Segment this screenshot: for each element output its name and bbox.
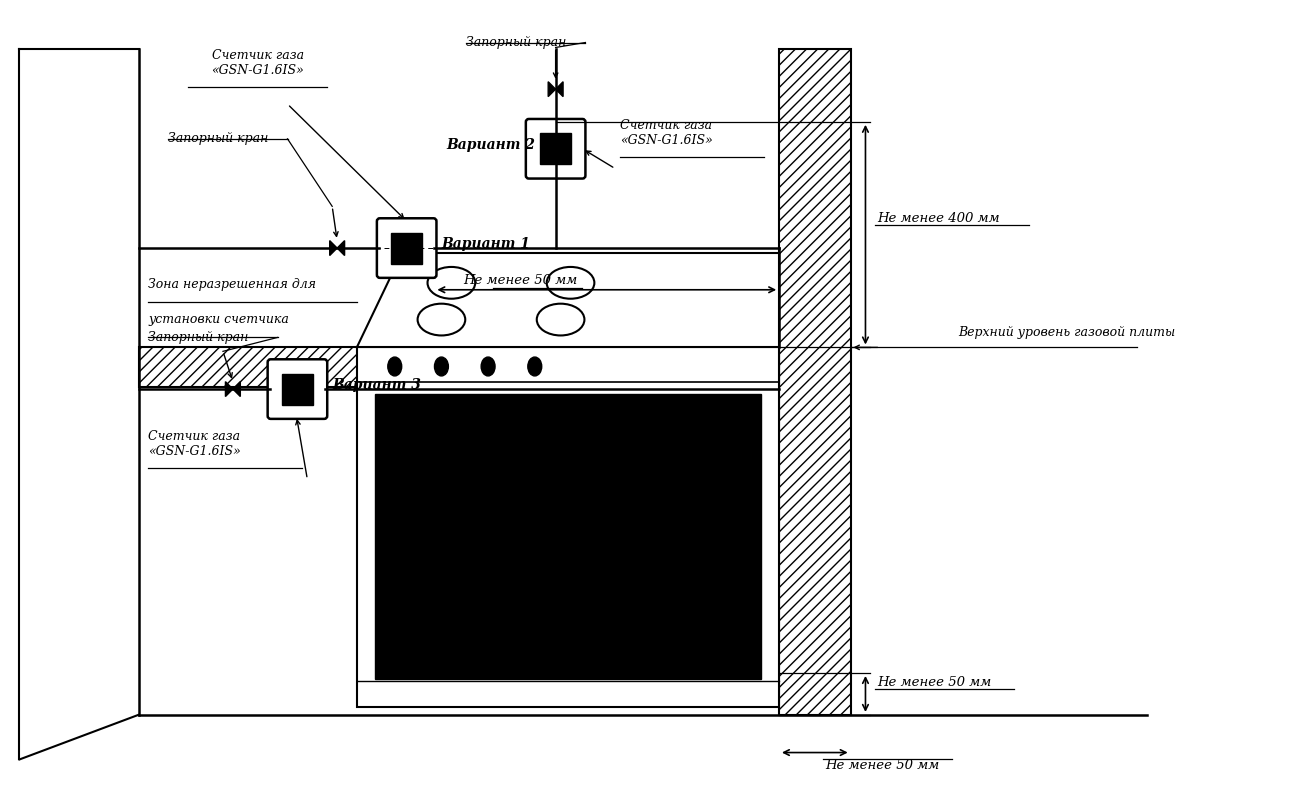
FancyBboxPatch shape: [526, 119, 585, 179]
FancyBboxPatch shape: [267, 359, 327, 419]
Ellipse shape: [528, 357, 541, 376]
Text: Запорный кран: Запорный кран: [168, 132, 269, 145]
Text: Верхний уровень газовой плиты: Верхний уровень газовой плиты: [957, 326, 1174, 339]
Text: Вариант 2: Вариант 2: [447, 138, 535, 152]
Ellipse shape: [434, 357, 448, 376]
Text: Не менее 400 мм: Не менее 400 мм: [877, 212, 1000, 225]
Polygon shape: [548, 82, 563, 96]
Text: Зона неразрешенная для: Зона неразрешенная для: [149, 278, 317, 291]
Bar: [357, 347, 779, 707]
Text: Счетчик газа
«GSN-G1.6IS»: Счетчик газа «GSN-G1.6IS»: [620, 119, 713, 147]
Text: Не менее 50 мм: Не менее 50 мм: [463, 273, 578, 287]
Text: Не менее 50 мм: Не менее 50 мм: [824, 759, 939, 772]
Text: Запорный кран: Запорный кран: [466, 36, 567, 49]
Text: Вариант 3: Вариант 3: [332, 378, 421, 392]
Bar: [779, 50, 850, 715]
Text: Счетчик газа
«GSN-G1.6IS»: Счетчик газа «GSN-G1.6IS»: [149, 430, 242, 458]
Text: Не менее 50 мм: Не менее 50 мм: [877, 676, 992, 689]
Text: установки счетчика: установки счетчика: [149, 313, 289, 326]
Ellipse shape: [428, 267, 475, 298]
FancyBboxPatch shape: [377, 218, 437, 277]
Text: Вариант 1: Вариант 1: [442, 237, 530, 251]
Ellipse shape: [536, 304, 584, 335]
Polygon shape: [357, 253, 779, 347]
Text: Счетчик газа
«GSN-G1.6IS»: Счетчик газа «GSN-G1.6IS»: [212, 50, 304, 78]
Polygon shape: [225, 382, 240, 396]
Bar: [375, 394, 761, 679]
Bar: [540, 133, 571, 164]
Bar: [282, 374, 313, 405]
Ellipse shape: [547, 267, 594, 298]
Ellipse shape: [481, 357, 495, 376]
Ellipse shape: [388, 357, 402, 376]
Ellipse shape: [417, 304, 465, 335]
Bar: [391, 233, 422, 264]
Bar: [138, 347, 779, 387]
Polygon shape: [329, 241, 345, 256]
Text: Запорный кран: Запорный кран: [149, 331, 249, 344]
